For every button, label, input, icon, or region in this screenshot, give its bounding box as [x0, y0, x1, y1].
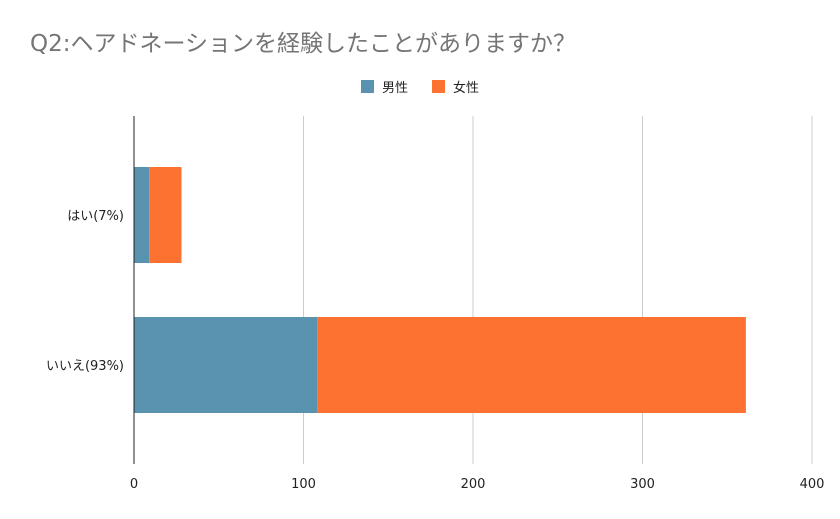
- bar-female-0[interactable]: [149, 167, 182, 263]
- legend: 男性 女性: [0, 77, 840, 96]
- chart-title: Q2:ヘアドネーションを経験したことがありますか？: [30, 31, 577, 57]
- tick-labels: 0 100 200 300 400: [130, 477, 825, 492]
- bar-female-1[interactable]: [317, 317, 746, 413]
- legend-label-female: 女性: [453, 81, 480, 96]
- legend-swatch-female: [432, 80, 445, 93]
- legend-swatch-male: [360, 80, 374, 93]
- legend-item-female[interactable]: 女性: [432, 77, 479, 96]
- category-label: はい(7%): [67, 209, 124, 224]
- x-tick-label: 100: [291, 477, 316, 492]
- legend-label-male: 男性: [381, 81, 408, 96]
- x-tick-label: 200: [461, 477, 486, 492]
- bar-male-1[interactable]: [134, 317, 318, 413]
- category-labels: はい(7%) いいえ(93%): [46, 209, 124, 374]
- legend-item-male[interactable]: 男性: [360, 77, 408, 96]
- x-tick-label: 0: [130, 477, 138, 492]
- bars: [134, 167, 746, 413]
- x-tick-label: 300: [630, 477, 655, 492]
- category-label: いいえ(93%): [46, 359, 124, 374]
- bar-male-0[interactable]: [134, 167, 150, 263]
- x-tick-label: 400: [800, 477, 825, 492]
